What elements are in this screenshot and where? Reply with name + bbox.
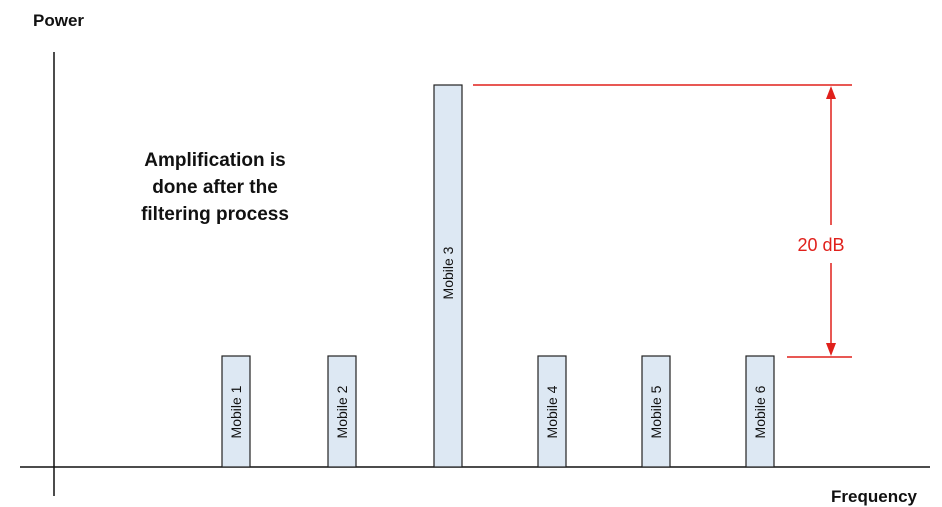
y-axis-label: Power	[33, 11, 84, 30]
bar-5	[641, 355, 671, 468]
bar-3	[433, 84, 463, 468]
x-axis-label: Frequency	[831, 487, 918, 506]
bar-6	[745, 355, 775, 468]
note-line-3: filtering process	[141, 204, 289, 225]
bar-2	[327, 355, 357, 468]
bar-label-3: Mobile 3	[440, 246, 456, 299]
bar-label-4: Mobile 4	[544, 385, 560, 438]
db-difference-marker: 20 dB	[473, 84, 852, 358]
bar-1	[221, 355, 251, 468]
bar-4	[537, 355, 567, 468]
db-label: 20 dB	[797, 235, 844, 255]
arrow-head-down	[826, 343, 836, 356]
bar-label-2: Mobile 2	[334, 385, 350, 438]
arrow-head-up	[826, 86, 836, 99]
bars-group: Mobile 1 Mobile 2 Mobile 3 Mobile 4 Mobile 5…	[221, 84, 775, 468]
bar-label-5: Mobile 5	[648, 385, 664, 438]
note-line-1: Amplification is	[144, 150, 285, 171]
note-line-2: done after the	[152, 177, 278, 198]
bar-label-1: Mobile 1	[228, 385, 244, 438]
bar-label-6: Mobile 6	[752, 385, 768, 438]
